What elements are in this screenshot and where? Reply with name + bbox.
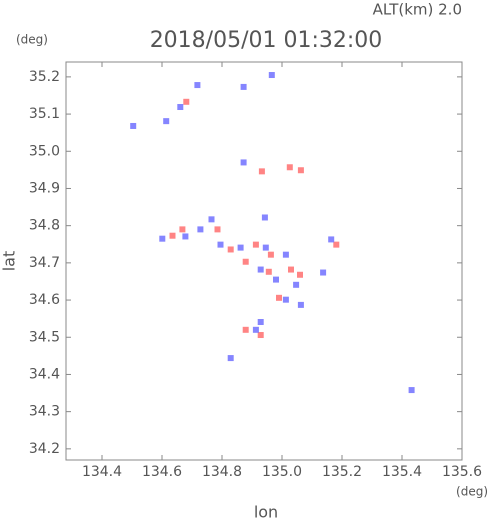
echo-point [182, 233, 189, 240]
echo-point [268, 72, 275, 79]
x-tick-label: 135.2 [322, 464, 362, 480]
echo-point [242, 258, 249, 265]
y-tick-label: 34.2 [29, 441, 60, 457]
echo-point [227, 355, 234, 362]
echo-point [194, 82, 201, 89]
y-tick-label: 34.3 [29, 404, 60, 420]
y-tick-label: 35.0 [29, 143, 60, 159]
echo-point [297, 167, 304, 174]
echo-point [169, 232, 176, 239]
echo-point [333, 241, 340, 248]
echo-point [288, 266, 294, 273]
y-tick-label: 34.5 [29, 329, 60, 345]
x-tick-label: 135.6 [442, 464, 482, 480]
echo-point [177, 104, 184, 111]
echo-point [208, 216, 215, 223]
echo-point [286, 164, 293, 171]
chart-title: 2018/05/01 01:32:00 [150, 28, 383, 53]
y-tick-label: 35.2 [29, 69, 60, 85]
echo-point [328, 236, 335, 243]
echo-point [237, 244, 244, 251]
echo-point [267, 251, 274, 258]
plot-frame [65, 61, 463, 461]
echo-point [240, 159, 247, 166]
y-tick-label: 34.7 [29, 255, 60, 271]
echo-point [179, 226, 186, 233]
echo-point [257, 266, 264, 273]
echo-point [240, 83, 247, 90]
echo-point [242, 326, 249, 333]
y-tick-label: 34.8 [29, 218, 60, 234]
echo-point [257, 319, 264, 326]
y-axis-label: lat [0, 251, 19, 272]
y-tick-label: 35.1 [29, 106, 60, 122]
echo-point [258, 168, 265, 175]
y-tick-label: 34.6 [29, 292, 60, 308]
echo-point [183, 98, 190, 105]
echo-point [297, 301, 304, 308]
echo-point [227, 246, 234, 253]
echo-point [159, 235, 166, 242]
y-tick-label: 34.9 [29, 180, 60, 196]
echo-point [252, 241, 259, 248]
x-tick-label: 135.4 [382, 464, 422, 480]
echo-point [265, 268, 272, 275]
x-tick-label: 134.8 [202, 464, 242, 480]
echo-point [252, 326, 259, 333]
echo-point [276, 294, 282, 301]
echo-point [214, 226, 221, 233]
echo-point [257, 332, 264, 339]
echo-point [217, 241, 224, 248]
echo-point [320, 269, 327, 276]
echo-point [282, 296, 289, 303]
x-tick-label: 135.0 [262, 464, 302, 480]
y-unit: (deg) [16, 33, 48, 47]
echo-point [273, 276, 279, 283]
echo-point [130, 122, 137, 129]
x-axis-label: lon [254, 503, 278, 521]
x-tick-label: 134.6 [142, 464, 182, 480]
chart-subtitle: ALT(km) 2.0 [373, 1, 462, 19]
x-tick-label: 134.4 [82, 464, 122, 480]
y-tick-label: 34.4 [29, 366, 60, 382]
echo-point [282, 251, 289, 258]
echo-point [163, 118, 170, 125]
echo-point [408, 387, 415, 394]
echo-point [297, 271, 303, 278]
echo-point [197, 226, 204, 233]
echo-point [262, 244, 269, 251]
x-unit: (deg) [456, 485, 488, 499]
echo-point [293, 281, 300, 288]
echo-point [261, 214, 268, 221]
